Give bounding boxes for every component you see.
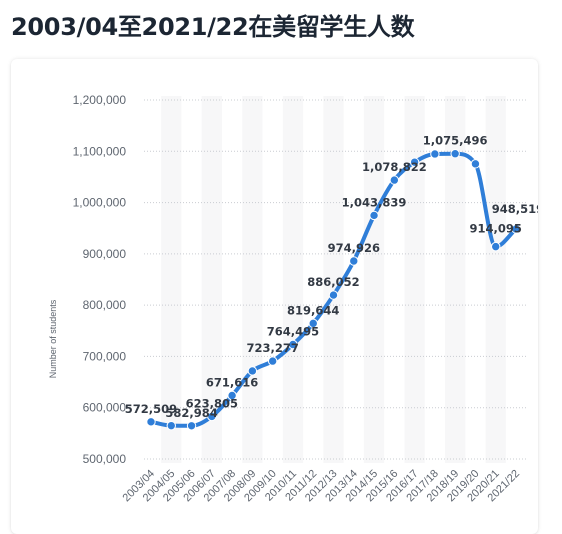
data-label: 1,078,822 xyxy=(362,160,427,174)
data-label: 886,052 xyxy=(307,275,359,289)
grid-lines xyxy=(144,99,528,460)
column-band xyxy=(485,96,506,463)
data-point[interactable] xyxy=(227,390,237,401)
column-band xyxy=(242,96,263,463)
y-tick-label: 1,100,000 xyxy=(73,144,127,158)
data-point[interactable] xyxy=(491,241,501,252)
data-point[interactable] xyxy=(247,366,258,376)
data-label: 1,075,496 xyxy=(423,134,488,148)
data-label: 1,043,839 xyxy=(342,195,407,209)
data-point[interactable] xyxy=(470,159,481,169)
column-band xyxy=(161,96,182,463)
data-label: 948,519 xyxy=(492,202,538,216)
data-label: 723,277 xyxy=(246,341,298,355)
data-point[interactable] xyxy=(267,356,278,366)
data-point[interactable] xyxy=(450,148,460,159)
column-band xyxy=(201,96,222,463)
x-axis-ticks: 2003/042004/052005/062006/072007/082008/… xyxy=(121,468,523,505)
data-point[interactable] xyxy=(349,256,359,266)
y-axis-label: Number of students xyxy=(48,299,58,378)
data-point[interactable] xyxy=(308,318,318,329)
data-label: 623,805 xyxy=(186,396,238,410)
column-band xyxy=(404,96,425,463)
data-label: 582,984 xyxy=(165,406,217,420)
line-chart: 500,000 600,000 700,000 800,000 900,000 1,000… xyxy=(48,93,538,505)
data-point[interactable] xyxy=(186,421,197,431)
column-band xyxy=(323,96,344,463)
column-band xyxy=(363,96,385,463)
data-point[interactable] xyxy=(389,175,400,185)
data-point[interactable] xyxy=(369,210,379,221)
column-band xyxy=(282,96,304,463)
y-tick-label: 800,000 xyxy=(83,298,127,312)
data-point[interactable] xyxy=(166,420,176,431)
y-tick-label: 600,000 xyxy=(83,401,127,415)
data-point[interactable] xyxy=(288,339,298,350)
y-tick-label: 700,000 xyxy=(83,349,127,363)
data-label: 819,644 xyxy=(287,303,339,317)
column-bands xyxy=(161,96,506,463)
y-tick-label: 1,000,000 xyxy=(73,196,127,210)
data-label: 764,495 xyxy=(267,324,319,338)
y-tick-label: 500,000 xyxy=(83,452,127,466)
data-point[interactable] xyxy=(511,224,521,234)
column-band xyxy=(445,96,466,463)
data-point[interactable] xyxy=(430,149,440,159)
data-points xyxy=(146,148,521,431)
data-point[interactable] xyxy=(207,411,217,422)
data-point[interactable] xyxy=(409,157,420,167)
data-point[interactable] xyxy=(146,417,156,427)
y-axis-ticks: 500,000 600,000 700,000 800,000 900,000 1,000… xyxy=(73,93,127,466)
data-label: 974,926 xyxy=(328,241,380,255)
data-label: 671,616 xyxy=(206,376,258,390)
page-title: 2003/04至2021/22在美留学生人数 xyxy=(11,13,415,41)
y-tick-label: 900,000 xyxy=(83,247,127,261)
chart-card: 500,000 600,000 700,000 800,000 900,000 1,000… xyxy=(11,59,538,534)
y-tick-label: 1,200,000 xyxy=(73,93,127,107)
data-label: 572,509 xyxy=(125,402,177,416)
data-point[interactable] xyxy=(328,290,339,300)
data-label: 914,095 xyxy=(470,222,522,236)
